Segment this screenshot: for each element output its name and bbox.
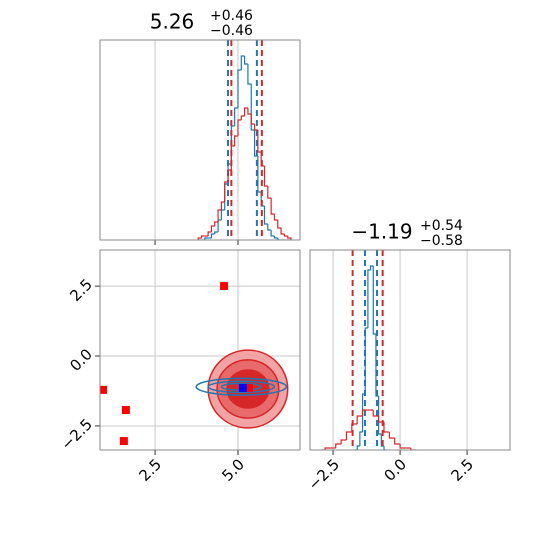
histogram-bin	[283, 234, 288, 237]
histogram-bin	[220, 201, 225, 210]
title-sub: −0.46	[210, 23, 253, 39]
y-tick-label: 0.0	[66, 345, 96, 375]
histogram-bin	[345, 431, 352, 440]
histogram-bin	[240, 115, 245, 120]
histogram-bin	[369, 265, 374, 270]
histogram-bin	[197, 237, 202, 240]
histogram-bin	[394, 438, 401, 445]
histogram-bin	[250, 84, 255, 131]
marker	[121, 406, 130, 414]
histogram-bin	[287, 236, 292, 240]
histogram-bin	[270, 230, 275, 237]
histogram-bin	[388, 432, 395, 439]
y-tick-label: −2.5	[58, 415, 96, 453]
contour	[195, 377, 288, 396]
histogram-bin	[277, 238, 282, 240]
title-sub: −0.58	[420, 233, 463, 249]
histogram-bin	[234, 107, 238, 126]
x-tick-label: 2.5	[448, 455, 478, 485]
plot-area	[154, 40, 292, 240]
histogram-bin	[273, 236, 278, 239]
histogram-bin	[257, 130, 262, 153]
histogram-bin	[410, 448, 417, 450]
histogram-bin	[210, 233, 215, 238]
histogram-bin	[244, 56, 248, 65]
histogram-bin	[204, 237, 209, 240]
marker	[244, 383, 253, 392]
histogram-bin	[227, 169, 232, 182]
histogram-bin	[220, 209, 225, 220]
histogram-bin	[237, 119, 242, 136]
histogram-bin	[277, 220, 282, 229]
histogram-bin	[367, 269, 371, 328]
histogram-bin	[224, 181, 229, 202]
histogram-bin	[356, 415, 363, 424]
panel-title: −1.19	[351, 220, 412, 244]
marker	[100, 385, 107, 394]
histogram-bin	[372, 410, 379, 417]
panel-title: 5.26	[150, 10, 195, 34]
histogram-bin	[214, 221, 219, 226]
histogram-bin	[263, 206, 268, 225]
histogram-bin	[356, 445, 360, 450]
histogram-bin	[273, 214, 278, 221]
x-tick-label: −2.5	[305, 455, 343, 493]
marker	[119, 437, 128, 446]
histogram-bin	[324, 447, 331, 450]
histogram-bin	[240, 55, 245, 70]
histogram-bin	[340, 439, 347, 444]
histogram-bin	[359, 431, 363, 446]
axes-frame	[99, 39, 301, 241]
histogram-bin	[335, 443, 342, 448]
plot-area	[100, 250, 300, 450]
title-sup: +0.54	[420, 218, 463, 234]
histogram-bin	[207, 231, 212, 236]
histogram-bin	[200, 235, 205, 238]
histogram-bin	[270, 198, 275, 215]
histogram-bin	[217, 209, 222, 222]
marker	[238, 383, 247, 392]
histogram-bin	[247, 64, 252, 85]
axes-frame	[309, 249, 511, 451]
histogram-bin	[250, 114, 255, 125]
plot-area	[319, 250, 468, 450]
axes-frame	[99, 249, 301, 451]
histogram-bin	[244, 107, 248, 116]
histogram-bin	[263, 166, 268, 187]
histogram-bin	[234, 135, 238, 146]
histogram-bin	[383, 446, 387, 450]
histogram-bin	[383, 422, 390, 433]
histogram-bin	[361, 409, 368, 416]
histogram-bin	[253, 124, 258, 131]
histogram-bin	[267, 224, 272, 231]
histogram-bin	[230, 145, 235, 170]
title-sup: +0.46	[210, 8, 253, 24]
x-tick-label: 2.5	[135, 455, 165, 485]
x-tick-label: 5.0	[218, 455, 248, 485]
marker	[220, 282, 229, 291]
histogram-bin	[267, 186, 272, 199]
histogram-bin	[378, 396, 382, 435]
histogram-bin	[210, 225, 215, 232]
histogram-bin	[237, 69, 242, 108]
histogram-bin	[247, 108, 252, 115]
x-tick-label: 0.0	[380, 455, 410, 485]
contour	[207, 380, 276, 394]
histogram-bin	[280, 228, 285, 235]
histogram-bin	[399, 444, 406, 449]
histogram-bin	[372, 266, 376, 335]
y-tick-label: 2.5	[66, 275, 96, 305]
histogram-bin	[214, 231, 219, 234]
